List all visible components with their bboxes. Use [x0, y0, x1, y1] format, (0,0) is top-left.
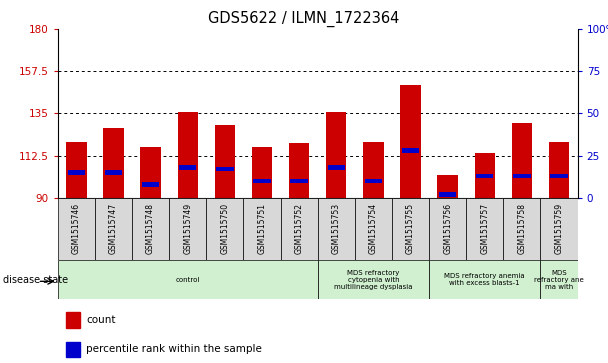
FancyBboxPatch shape: [317, 260, 429, 299]
FancyBboxPatch shape: [95, 198, 132, 260]
Text: GDS5622 / ILMN_1722364: GDS5622 / ILMN_1722364: [209, 11, 399, 27]
FancyBboxPatch shape: [429, 260, 541, 299]
Text: GSM1515748: GSM1515748: [146, 203, 155, 254]
Text: GSM1515750: GSM1515750: [220, 203, 229, 254]
FancyBboxPatch shape: [169, 198, 206, 260]
Text: GSM1515746: GSM1515746: [72, 203, 81, 254]
Bar: [400, 85, 421, 198]
FancyBboxPatch shape: [392, 198, 429, 260]
Bar: [328, 165, 345, 170]
Bar: [67, 170, 85, 175]
Bar: [215, 125, 235, 198]
Bar: [291, 179, 308, 183]
FancyBboxPatch shape: [132, 198, 169, 260]
Text: GSM1515751: GSM1515751: [257, 203, 266, 254]
Bar: [437, 175, 458, 198]
Text: MDS refractory
cytopenia with
multilineage dysplasia: MDS refractory cytopenia with multilinea…: [334, 269, 413, 290]
Bar: [66, 142, 86, 198]
Bar: [476, 174, 494, 178]
FancyBboxPatch shape: [280, 198, 317, 260]
Text: count: count: [86, 315, 116, 325]
FancyBboxPatch shape: [541, 198, 578, 260]
Bar: [512, 123, 532, 198]
FancyBboxPatch shape: [243, 198, 280, 260]
Text: GSM1515747: GSM1515747: [109, 203, 118, 254]
Text: MDS refractory anemia
with excess blasts-1: MDS refractory anemia with excess blasts…: [444, 273, 525, 286]
Text: GSM1515753: GSM1515753: [332, 203, 340, 254]
Bar: [289, 143, 309, 198]
Bar: [178, 111, 198, 198]
Bar: [475, 153, 495, 198]
Text: GSM1515756: GSM1515756: [443, 203, 452, 254]
Bar: [550, 174, 568, 178]
FancyBboxPatch shape: [466, 198, 503, 260]
Bar: [179, 165, 196, 170]
Bar: [363, 142, 384, 198]
Text: control: control: [176, 277, 200, 282]
Bar: [252, 147, 272, 198]
Bar: [365, 179, 382, 183]
Text: GSM1515749: GSM1515749: [183, 203, 192, 254]
Text: percentile rank within the sample: percentile rank within the sample: [86, 344, 262, 355]
FancyBboxPatch shape: [541, 260, 578, 299]
FancyBboxPatch shape: [503, 198, 541, 260]
FancyBboxPatch shape: [58, 198, 95, 260]
Bar: [216, 167, 233, 171]
Bar: [105, 170, 122, 175]
Text: GSM1515758: GSM1515758: [517, 203, 527, 254]
Text: GSM1515752: GSM1515752: [295, 203, 303, 254]
Bar: [549, 142, 569, 198]
FancyBboxPatch shape: [206, 198, 243, 260]
Text: GSM1515755: GSM1515755: [406, 203, 415, 254]
FancyBboxPatch shape: [429, 198, 466, 260]
Bar: [142, 182, 159, 187]
Bar: [140, 147, 161, 198]
Bar: [254, 179, 271, 183]
Text: MDS
refractory ane
ma with: MDS refractory ane ma with: [534, 269, 584, 290]
Text: GSM1515759: GSM1515759: [554, 203, 564, 254]
Bar: [66, 312, 80, 328]
FancyBboxPatch shape: [58, 260, 317, 299]
FancyBboxPatch shape: [317, 198, 355, 260]
Bar: [66, 342, 80, 357]
Bar: [326, 111, 347, 198]
Bar: [513, 174, 531, 178]
FancyBboxPatch shape: [355, 198, 392, 260]
Bar: [402, 148, 419, 153]
Bar: [103, 129, 123, 198]
Bar: [439, 192, 457, 197]
Text: disease state: disease state: [3, 274, 68, 285]
Text: GSM1515754: GSM1515754: [369, 203, 378, 254]
Text: GSM1515757: GSM1515757: [480, 203, 489, 254]
